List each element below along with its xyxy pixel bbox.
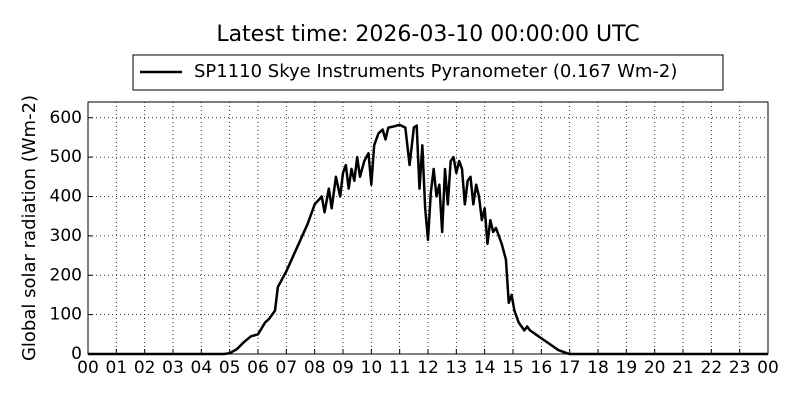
x-tick-label: 18 <box>587 358 609 378</box>
x-tick-label: 16 <box>531 358 553 378</box>
y-tick-label: 400 <box>50 187 82 207</box>
x-tick-label: 17 <box>559 358 581 378</box>
legend-label: SP1110 Skye Instruments Pyranometer (0.1… <box>194 61 677 82</box>
y-tick-label: 0 <box>71 344 82 364</box>
x-tick-label: 15 <box>502 358 524 378</box>
x-tick-label: 14 <box>474 358 496 378</box>
plot <box>88 123 768 356</box>
x-tick-label: 21 <box>672 358 694 378</box>
x-tick-label: 00 <box>77 358 99 378</box>
x-tick-label: 06 <box>247 358 269 378</box>
y-tick-label: 100 <box>50 305 82 325</box>
y-tick-label: 500 <box>50 147 82 167</box>
chart-title: Latest time: 2026-03-10 00:00:00 UTC <box>216 22 639 47</box>
x-tick-label: 19 <box>616 358 638 378</box>
x-tick-label: 12 <box>417 358 439 378</box>
x-tick-label: 23 <box>729 358 751 378</box>
x-tick-label: 04 <box>191 358 213 378</box>
y-tick-label: 600 <box>50 108 82 128</box>
x-tick-label: 05 <box>219 358 241 378</box>
grid: 0 100 200 300 400 500 600 00 01 02 03 04 05 06 07 08 09 1… <box>50 102 779 378</box>
x-tick-label: 03 <box>162 358 184 378</box>
plot-frame <box>87 101 769 355</box>
x-tick-label: 22 <box>701 358 723 378</box>
x-tick-label: 00 <box>757 358 779 378</box>
x-tick-label: 20 <box>644 358 666 378</box>
y-tick-label: 200 <box>50 265 82 285</box>
x-tick-label: 08 <box>304 358 326 378</box>
x-tick-label: 01 <box>106 358 128 378</box>
y-axis-label: Global solar radiation (Wm-2) <box>19 95 40 361</box>
legend-box <box>132 54 724 91</box>
x-tick-label: 13 <box>446 358 468 378</box>
x-tick-label: 10 <box>361 358 383 378</box>
x-tick-label: 02 <box>134 358 156 378</box>
y-tick-label: 300 <box>50 226 82 246</box>
legend: SP1110 Skye Instruments Pyranometer (0.1… <box>132 54 724 91</box>
data-line <box>88 123 768 356</box>
x-tick-label: 07 <box>276 358 298 378</box>
x-tick-label: 11 <box>389 358 411 378</box>
x-tick-label: 09 <box>332 358 354 378</box>
